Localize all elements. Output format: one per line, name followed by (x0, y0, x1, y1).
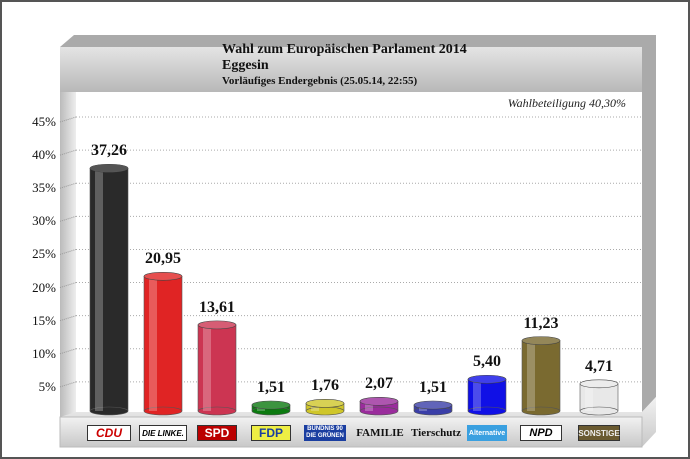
bar-highlight (203, 324, 211, 411)
gridline-wall (59, 182, 77, 189)
gridline-wall (59, 381, 77, 388)
turnout-annotation: Wahlbeteiligung 40,30% (507, 96, 626, 110)
y-tick-label: 40% (32, 147, 56, 163)
bar-top-shine (252, 401, 290, 410)
gridline-wall (59, 282, 77, 289)
bar-top-shine (580, 379, 618, 388)
y-tick-label: 5% (38, 378, 56, 394)
bar-highlight (527, 340, 535, 411)
header-band (60, 47, 642, 92)
bar-highlight (311, 403, 319, 411)
bar-top-shine (468, 375, 506, 384)
legend-grne: BÜNDNIS 90 DIE GRÜNEN (304, 425, 346, 441)
bar-base (197, 406, 237, 416)
bar-base (143, 406, 183, 416)
bar-base (359, 406, 399, 416)
legend-tierschutz: Tierschutz (411, 427, 461, 439)
value-label: 11,23 (523, 314, 559, 332)
bar-top-shine (522, 336, 560, 345)
bar-top (579, 379, 619, 389)
bar-highlight (585, 383, 593, 411)
bar-highlight (473, 379, 481, 411)
bar-highlight (95, 168, 103, 411)
y-tick-label: 45% (32, 114, 56, 129)
legend-spd: SPD (197, 425, 237, 441)
bar-highlight (149, 276, 157, 411)
bar-base (579, 406, 619, 416)
bar-base (467, 406, 507, 416)
legend-sonstige: SONSTIGE (578, 425, 620, 441)
bar-top-shine (414, 401, 452, 410)
gridline-wall (59, 116, 77, 123)
gridline-wall (59, 315, 77, 322)
y-tick-label: 35% (32, 180, 56, 196)
bar-top (251, 400, 291, 410)
bar-top-shine (90, 164, 128, 173)
legend-npd: NPD (520, 425, 562, 441)
value-label: 1,51 (257, 379, 285, 396)
value-label: 20,95 (145, 250, 181, 268)
bar-top-shine (360, 397, 398, 406)
bar-top-shine (198, 320, 236, 329)
y-tick-label: 15% (32, 312, 56, 328)
gridline-wall (59, 149, 77, 156)
bar-top-shine (144, 272, 182, 281)
bar-top (197, 320, 237, 330)
chart-subtitle: Eggesin (222, 58, 269, 73)
value-label: 2,07 (365, 375, 393, 393)
gridline-wall (59, 215, 77, 222)
bar-npd (521, 340, 561, 412)
bar-top (467, 374, 507, 384)
gridline-wall (59, 348, 77, 355)
bar-top (143, 271, 183, 281)
value-label: 1,76 (311, 377, 339, 395)
chart-title: Wahl zum Europäischen Parlament 2014 (222, 42, 467, 57)
bar-top (89, 163, 129, 173)
bar-top (359, 396, 399, 406)
value-label: 13,61 (199, 298, 235, 316)
bar-top (305, 399, 345, 408)
y-tick-label: 10% (32, 345, 56, 361)
bar-top-shine (306, 399, 344, 408)
value-label: 4,71 (585, 357, 613, 375)
y-tick-label: 20% (32, 279, 56, 295)
value-label: 1,51 (419, 379, 447, 396)
y-tick-label: 30% (32, 213, 56, 229)
bar-base (521, 406, 561, 416)
legend-familie: FAMILIE (356, 427, 404, 439)
value-label: 5,40 (473, 353, 501, 371)
bar-top (521, 336, 561, 345)
legend-cdu: CDU (87, 425, 131, 441)
bar-base (89, 406, 129, 416)
legend-fdp: FDP (251, 425, 291, 441)
value-label: 37,26 (91, 142, 127, 160)
chart-subtitle-2: Vorläufiges Endergebnis (25.05.14, 22:55… (222, 75, 418, 87)
bar-dielinke (143, 275, 183, 412)
gridline-wall (59, 248, 77, 255)
bar-top (413, 400, 453, 410)
legend-dielinke: DIE LINKE. (139, 425, 187, 441)
bar-highlight (365, 401, 373, 411)
y-tick-label: 25% (32, 246, 56, 262)
bar-spd (197, 324, 237, 412)
left-wall (60, 92, 76, 417)
legend-alternative: Alternative (467, 425, 507, 441)
